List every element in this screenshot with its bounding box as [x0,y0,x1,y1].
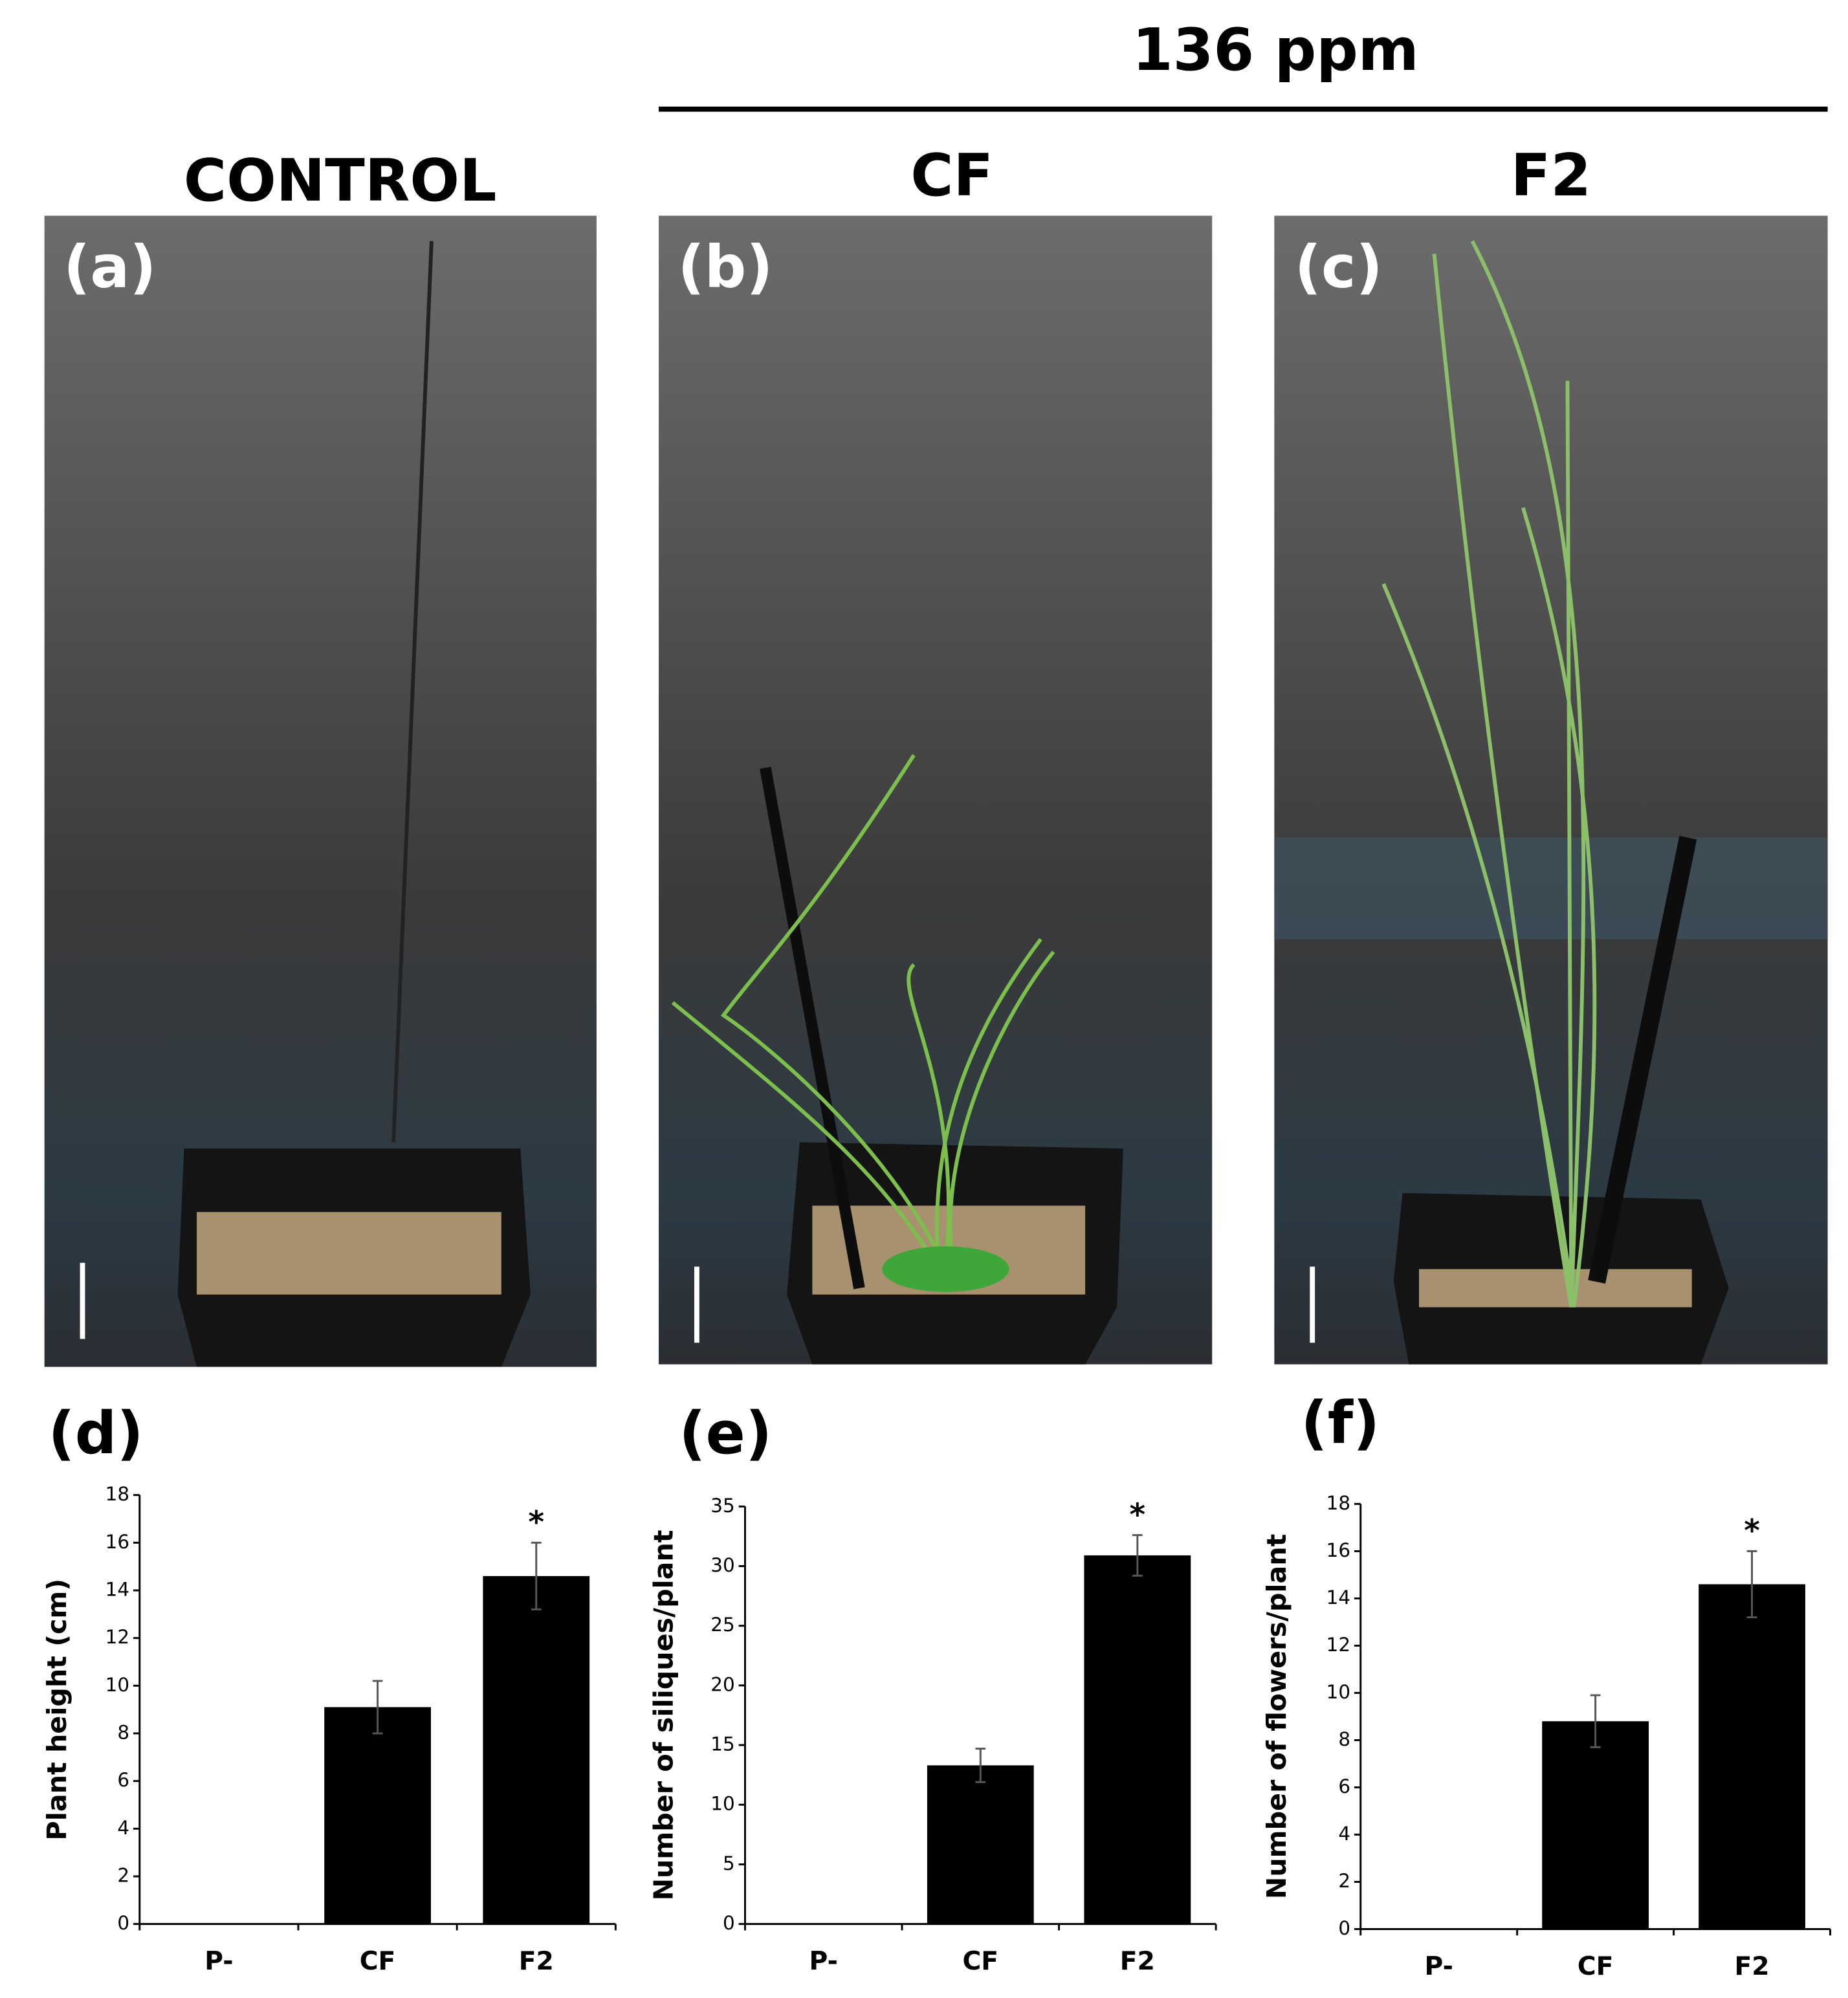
y-tick-label: 0 [117,1912,129,1934]
plant [671,754,1055,1282]
y-axis-label: Number of flowers/plant [1261,1534,1292,1899]
significance-mark: * [528,1505,544,1541]
panel-label: (f) [1301,1389,1380,1457]
y-tick-label: 0 [1338,1917,1350,1939]
x-tick-label: F2 [1120,1947,1155,1976]
error-bar [1132,1534,1143,1577]
photo-panel-label: (b) [677,233,773,301]
error-bar [975,1748,986,1783]
error-bar [1590,1694,1601,1748]
y-tick-label: 15 [710,1733,734,1755]
y-tick-label: 0 [723,1912,735,1934]
y-tick-label: 14 [1326,1586,1350,1608]
x-tick-label: F2 [519,1947,554,1976]
rosette [882,1246,1009,1292]
error-bar [1746,1550,1757,1619]
y-axis-label: Number of siliques/plant [648,1530,679,1901]
x-tick-label: CF [962,1947,998,1976]
x-tick-label: P- [1425,1952,1453,1981]
y-axis-label: Plant height (cm) [41,1579,72,1841]
y-tick-label: 18 [105,1483,129,1505]
plant [1381,240,1597,1308]
photo-band [1274,837,1828,939]
photo-panel-label: (c) [1295,233,1383,301]
panel-label: (d) [49,1400,144,1467]
header-title: 136 ppm [1132,16,1419,84]
photo-panel-label: (a) [63,233,156,301]
y-tick-label: 25 [710,1614,734,1636]
bar [927,1765,1034,1924]
y-tick-label: 6 [117,1769,129,1791]
y-tick-label: 8 [1338,1728,1350,1750]
y-tick-label: 20 [710,1673,734,1695]
photo-title: F2 [1511,142,1591,210]
y-tick-label: 4 [117,1817,129,1839]
y-tick-label: 8 [117,1721,129,1743]
significance-mark: * [1744,1513,1760,1549]
x-tick-label: CF [360,1947,396,1976]
y-tick-label: 16 [105,1531,129,1553]
y-tick-label: 12 [105,1626,129,1648]
y-tick-label: 5 [723,1852,735,1874]
bar [1542,1721,1649,1929]
y-tick-label: 10 [710,1793,734,1815]
y-tick-label: 16 [1326,1539,1350,1561]
fold [391,241,434,1143]
panel-label: (e) [679,1400,772,1467]
bar [1699,1584,1805,1929]
soil [1418,1269,1692,1308]
x-tick-label: F2 [1735,1952,1770,1981]
error-bar [531,1541,542,1610]
y-tick-label: 14 [105,1578,129,1600]
photo [659,215,1213,1365]
photo [1274,215,1828,1365]
photo-title: CONTROL [184,147,497,215]
y-tick-label: 4 [1338,1823,1350,1845]
soil [197,1212,501,1295]
stake [760,767,865,1290]
x-tick-label: P- [809,1947,838,1976]
y-tick-label: 6 [1338,1775,1350,1797]
x-tick-label: CF [1578,1952,1614,1981]
y-tick-label: 10 [1326,1681,1350,1703]
photo [44,215,597,1367]
y-tick-label: 35 [710,1495,734,1517]
bar [324,1707,431,1924]
y-tick-label: 12 [1326,1634,1350,1656]
significance-mark: * [1130,1497,1146,1533]
y-tick-label: 30 [710,1554,734,1576]
y-tick-label: 2 [117,1864,129,1886]
x-tick-label: P- [204,1947,233,1976]
y-tick-label: 2 [1338,1870,1350,1892]
photo-title: CF [910,142,993,210]
y-tick-label: 10 [105,1674,129,1696]
bar [483,1575,590,1924]
stake [1588,835,1697,1284]
y-tick-label: 18 [1326,1492,1350,1514]
error-bar [372,1680,383,1735]
bar [1084,1555,1191,1924]
